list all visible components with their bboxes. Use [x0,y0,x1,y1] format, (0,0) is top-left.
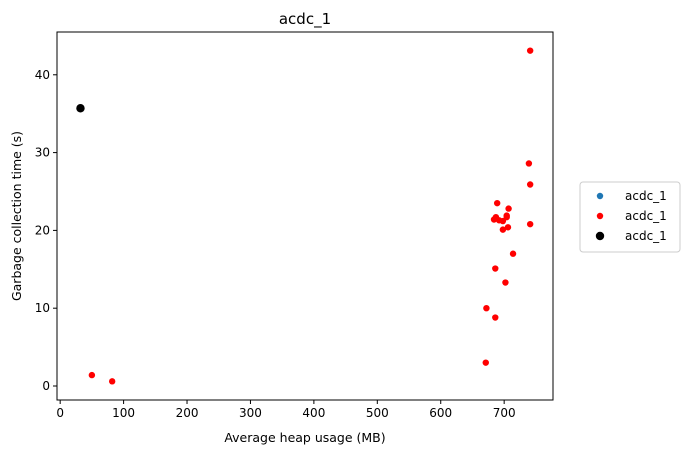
y-axis: 0 10 20 30 40 [35,68,57,393]
data-point [509,250,517,257]
data-point [88,371,96,379]
legend-label: acdc_1 [625,189,667,203]
data-point [499,226,507,233]
data-point [526,181,534,188]
data-point [108,378,116,385]
legend-marker [596,192,604,200]
y-tick-label: 30 [35,146,50,160]
y-tick-label: 0 [42,379,50,393]
legend-marker [596,212,604,220]
data-point [493,199,501,207]
data-point [483,304,490,312]
legend-marker [595,231,605,241]
x-tick-label: 300 [239,406,262,420]
x-axis-label: Average heap usage (MB) [224,430,385,445]
plot-frame [56,31,554,401]
legend-box [579,181,681,253]
y-tick-label: 40 [35,68,50,82]
data-point [492,314,499,321]
data-point [490,216,498,223]
data-point [482,359,489,366]
y-tick-label: 20 [35,223,50,237]
data-point [526,220,534,228]
data-points [76,47,534,385]
data-point [502,279,509,286]
data-point [503,212,510,219]
data-point [505,205,512,212]
x-tick-label: 600 [429,406,452,420]
x-tick-label: 500 [366,406,389,420]
legend-label: acdc_1 [625,209,667,223]
legend: acdc_1 acdc_1 acdc_1 [579,181,681,253]
x-tick-label: 0 [56,406,64,420]
data-point [76,104,85,113]
y-tick-label: 10 [35,301,50,315]
y-axis-label: Garbage collection time (s) [9,131,24,301]
data-point [504,224,512,231]
data-point [526,47,534,54]
x-tick-label: 400 [302,406,325,420]
legend-label: acdc_1 [625,229,667,243]
data-point [492,265,499,272]
chart-title: acdc_1 [279,10,331,29]
x-tick-label: 100 [112,406,135,420]
x-axis: 0 100 200 300 400 500 600 700 [56,400,516,420]
data-point [525,160,533,167]
x-tick-label: 700 [493,406,516,420]
x-tick-label: 200 [176,406,199,420]
